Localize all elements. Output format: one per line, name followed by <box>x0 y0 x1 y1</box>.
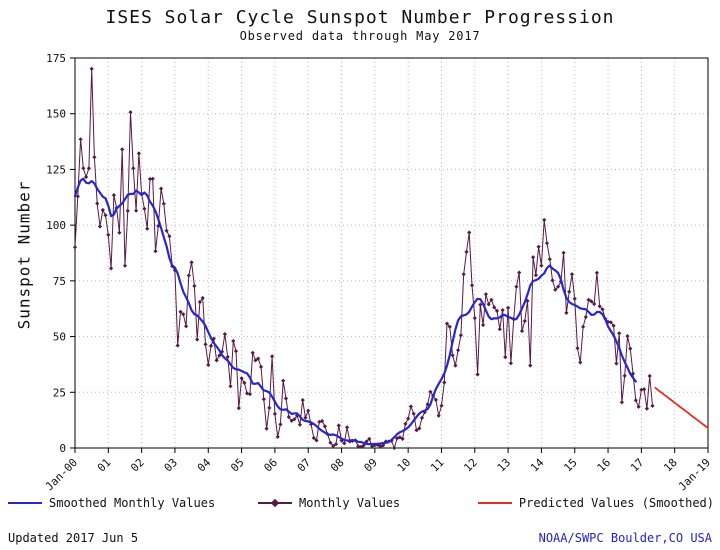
plot-border <box>74 57 709 449</box>
updated-text: Updated 2017 Jun 5 <box>8 531 139 545</box>
svg-text:08: 08 <box>328 456 347 475</box>
monthly-line-swatch-icon <box>258 497 292 509</box>
sunspot-chart-canvas: 0 25 50 75 100 125 150 175 Jan-00 01 02 03 04 05 06 07 0… <box>43 52 713 493</box>
svg-text:09: 09 <box>361 456 380 475</box>
svg-text:175: 175 <box>46 52 66 65</box>
svg-text:01: 01 <box>95 456 114 475</box>
svg-text:100: 100 <box>46 219 66 232</box>
svg-text:10: 10 <box>395 456 414 475</box>
svg-text:02: 02 <box>128 456 147 475</box>
svg-text:06: 06 <box>261 456 280 475</box>
legend-item-smoothed: Smoothed Monthly Values <box>8 496 215 510</box>
credit-text: NOAA/SWPC Boulder,CO USA <box>538 531 712 545</box>
smoothed-line-swatch-icon <box>8 497 42 509</box>
grid <box>75 58 708 448</box>
chart-subtitle: Observed data through May 2017 <box>239 29 481 43</box>
legend-label-predicted: Predicted Values (Smoothed) <box>518 496 714 510</box>
svg-text:75: 75 <box>53 275 66 288</box>
svg-text:18: 18 <box>661 456 680 475</box>
svg-text:04: 04 <box>195 456 214 475</box>
svg-text:125: 125 <box>46 163 66 176</box>
svg-text:25: 25 <box>53 386 66 399</box>
svg-text:Jan-00: Jan-00 <box>43 456 80 493</box>
predicted-values-line <box>654 386 709 430</box>
svg-text:16: 16 <box>595 456 614 475</box>
svg-text:12: 12 <box>461 456 480 475</box>
legend-item-predicted: Predicted Values (Smoothed) <box>477 496 714 510</box>
legend: Smoothed Monthly Values Monthly Values P… <box>0 496 720 514</box>
svg-text:07: 07 <box>295 456 314 475</box>
svg-text:50: 50 <box>53 331 66 344</box>
legend-label-smoothed: Smoothed Monthly Values <box>49 496 216 510</box>
svg-text:03: 03 <box>162 456 181 475</box>
svg-text:13: 13 <box>495 456 514 475</box>
svg-text:150: 150 <box>46 108 66 121</box>
svg-text:05: 05 <box>228 456 247 475</box>
page-title: ISES Solar Cycle Sunspot Number Progress… <box>105 7 615 28</box>
svg-text:11: 11 <box>428 456 447 475</box>
legend-label-monthly: Monthly Values <box>299 496 401 510</box>
predicted-line-swatch-icon <box>477 497 512 509</box>
svg-text:Jan-19: Jan-19 <box>676 456 713 493</box>
axis-ticks: 0 25 50 75 100 125 150 175 Jan-00 01 02 03 04 05 06 07 0… <box>43 52 713 493</box>
monthly-values-line <box>74 68 653 450</box>
svg-text:17: 17 <box>628 456 647 475</box>
svg-text:0: 0 <box>59 442 66 455</box>
legend-item-monthly: Monthly Values <box>258 496 400 510</box>
svg-text:14: 14 <box>528 456 547 475</box>
svg-text:15: 15 <box>561 456 580 475</box>
smoothed-monthly-line <box>73 177 637 446</box>
